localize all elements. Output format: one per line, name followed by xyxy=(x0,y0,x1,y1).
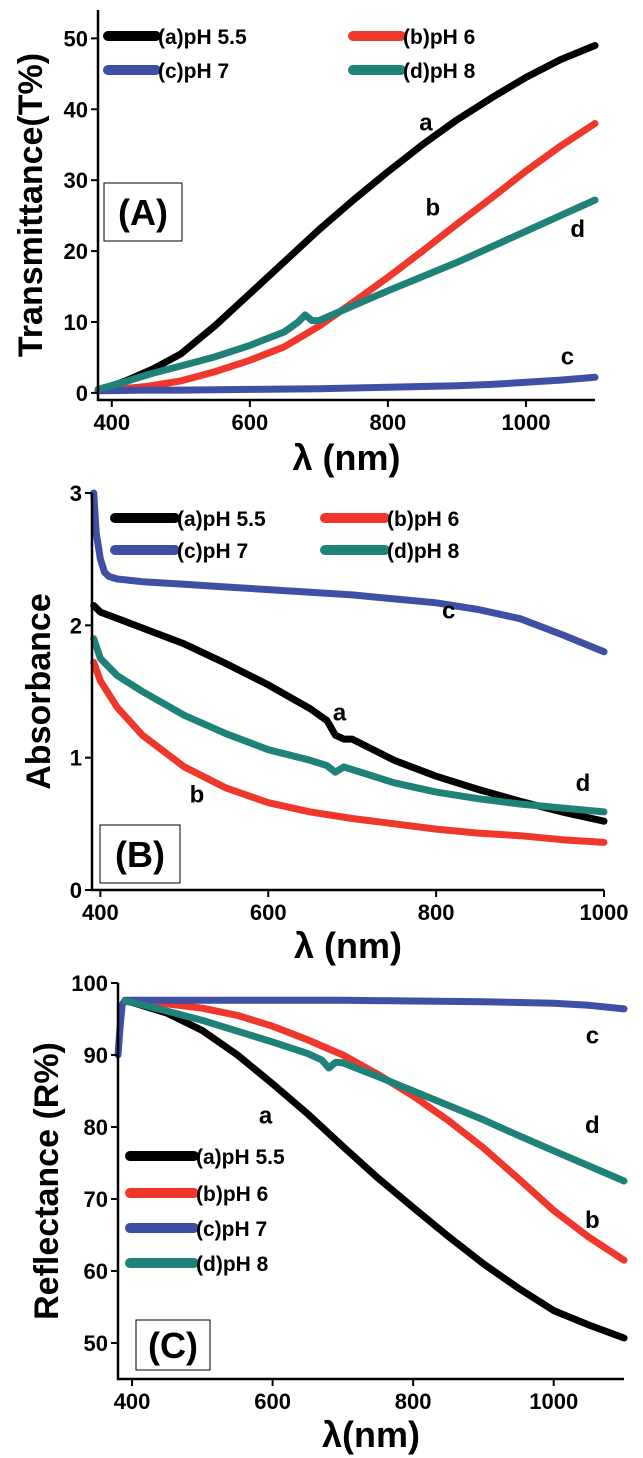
x-tick-label: 400 xyxy=(82,900,119,925)
curve-annotation-c: c xyxy=(561,344,574,371)
x-tick-label: 1000 xyxy=(580,900,629,925)
legend-entry-d: (d)pH 8 xyxy=(403,60,476,83)
curve-annotation-c: c xyxy=(586,1022,599,1049)
axes-frame xyxy=(116,983,624,1381)
legend-entry-d: (d)pH 8 xyxy=(387,540,460,563)
y-axis-label: Absorbance xyxy=(20,593,58,790)
x-tick-label: 800 xyxy=(395,1389,432,1414)
panel-label-box xyxy=(103,182,183,242)
y-tick-label: 80 xyxy=(84,1115,108,1140)
series-line-a xyxy=(94,42,599,395)
legend-entry-b: (b)pH 6 xyxy=(387,508,459,531)
curve-annotation-b: b xyxy=(190,782,205,809)
series-line-b xyxy=(121,997,628,1264)
y-tick-label: 70 xyxy=(84,1187,108,1212)
panel-b: 400 600 800 1000 0 1 2 3 λ (nm) Absorbance (a)pH 5… xyxy=(20,481,628,966)
x-tick-label: 600 xyxy=(250,900,287,925)
x-axis-label: λ(nm) xyxy=(322,1414,420,1455)
y-tick-label: 1 xyxy=(70,746,82,771)
curve-annotation-b: b xyxy=(425,195,440,222)
legend-entry-c: (c)pH 7 xyxy=(158,60,229,83)
x-tick-label: 400 xyxy=(114,1389,151,1414)
y-tick-label: 50 xyxy=(84,1331,108,1356)
panel-label: (C) xyxy=(148,1325,198,1366)
y-tick-label: 40 xyxy=(64,97,88,122)
series-line-d xyxy=(121,997,628,1185)
curve-annotation-d: d xyxy=(570,216,585,243)
panel-label: (A) xyxy=(118,192,168,233)
curve-annotation-a: a xyxy=(419,110,433,137)
y-tick-label: 0 xyxy=(70,878,82,903)
y-tick-label: 100 xyxy=(71,971,108,996)
series-line-c xyxy=(114,996,628,1059)
curve-annotation-b: b xyxy=(585,1207,600,1234)
x-tick-label: 1000 xyxy=(529,1389,578,1414)
y-tick-label: 20 xyxy=(64,239,88,264)
legend-entry-b: (b)pH 6 xyxy=(403,26,475,49)
panel-c: 400 600 800 1000 50 60 70 80 90 100 λ(nm) Reflectan… xyxy=(28,971,628,1455)
y-tick-label: 0 xyxy=(76,381,88,406)
panel-label-box xyxy=(135,1319,211,1371)
x-tick-label: 800 xyxy=(418,900,455,925)
panel-a: 400 600 800 1000 0 10 20 30 40 50 λ (nm) Transmitta… xyxy=(12,10,599,478)
series-line-b xyxy=(90,658,608,846)
x-axis-label: λ (nm) xyxy=(294,925,402,966)
legend-entry-a: (a)pH 5.5 xyxy=(158,26,247,49)
axes-frame xyxy=(96,10,595,402)
legend-entry-d: (d)pH 8 xyxy=(196,1253,269,1276)
y-tick-label: 2 xyxy=(70,613,82,638)
legend-entry-a: (a)pH 5.5 xyxy=(196,1146,285,1169)
y-axis-label: Transmittance(T%) xyxy=(12,53,50,357)
series-line-a xyxy=(90,602,608,825)
y-tick-label: 10 xyxy=(64,310,88,335)
x-tick-label: 600 xyxy=(254,1389,291,1414)
series-line-d xyxy=(90,635,608,816)
series-line-b xyxy=(94,120,599,395)
panel-label-box xyxy=(99,824,181,884)
series-line-d xyxy=(94,196,599,393)
series-line-a xyxy=(121,997,628,1342)
y-tick-label: 90 xyxy=(84,1043,108,1068)
y-axis-label: Reflectance (R%) xyxy=(28,1042,66,1320)
x-tick-label: 600 xyxy=(232,410,269,435)
y-tick-label: 3 xyxy=(70,481,82,506)
legend-entry-c: (c)pH 7 xyxy=(177,540,248,563)
curve-annotation-a: a xyxy=(259,1102,273,1129)
curve-annotation-d: d xyxy=(585,1112,600,1139)
curve-annotation-c: c xyxy=(442,598,455,625)
series-line-c xyxy=(90,489,608,656)
curve-annotation-d: d xyxy=(576,770,591,797)
panel-label: (B) xyxy=(115,834,165,875)
legend-entry-b: (b)pH 6 xyxy=(196,1183,268,1206)
legend-entry-c: (c)pH 7 xyxy=(196,1218,267,1241)
y-tick-label: 60 xyxy=(84,1259,108,1284)
y-tick-label: 50 xyxy=(64,26,88,51)
series-line-c xyxy=(94,373,599,395)
x-axis-label: λ (nm) xyxy=(293,437,401,478)
legend-entry-a: (a)pH 5.5 xyxy=(177,508,266,531)
x-tick-label: 1000 xyxy=(501,410,550,435)
x-tick-label: 800 xyxy=(370,410,407,435)
curve-annotation-a: a xyxy=(333,700,347,727)
x-tick-label: 400 xyxy=(93,410,130,435)
y-tick-label: 30 xyxy=(64,168,88,193)
